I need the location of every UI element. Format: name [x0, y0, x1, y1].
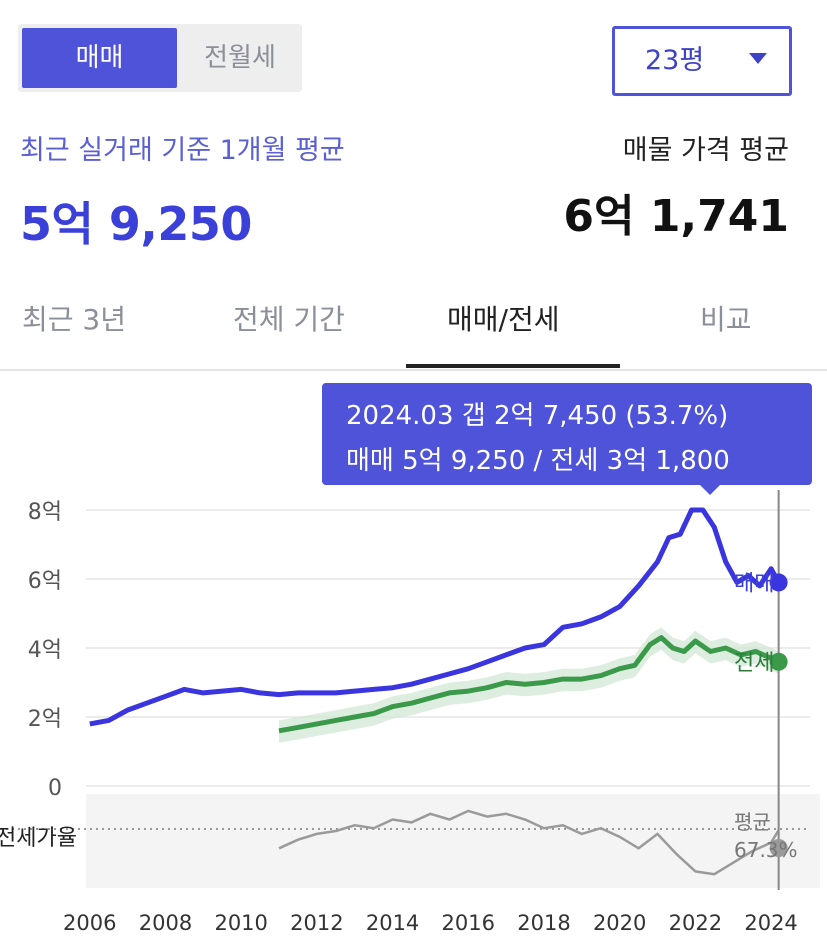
- tabs-divider: [0, 369, 827, 371]
- x-tick-label: 2012: [290, 911, 343, 935]
- ratio-end-marker: [769, 839, 788, 857]
- period-tabs: 최근 3년 전체 기간 매매/전세 비교: [0, 280, 827, 370]
- x-tick-label: 2018: [517, 911, 570, 935]
- sale-end-marker: [769, 573, 788, 592]
- trade-type-toggle: 매매 전월세: [18, 24, 302, 92]
- jeonse-series-line: [278, 635, 780, 734]
- x-tick-label: 2008: [139, 911, 192, 935]
- area-select-dropdown[interactable]: 23평: [612, 26, 792, 96]
- tab-all-period[interactable]: 전체 기간: [233, 303, 345, 336]
- tooltip-pointer: [700, 485, 720, 495]
- x-tick-label: 2014: [366, 911, 419, 935]
- area-select-value: 23평: [645, 45, 705, 76]
- listing-price-label: 매물 가격 평균: [622, 135, 789, 166]
- active-tab-underline: [406, 364, 620, 368]
- caret-down-icon: [749, 53, 767, 64]
- x-tick-label: 2024: [744, 911, 797, 935]
- tooltip-gap-line: 2024.03 갭 2억 7,450 (53.7%): [346, 401, 729, 431]
- ratio-axis-label: 전세가율: [0, 826, 77, 851]
- x-tick-label: 2006: [63, 911, 116, 935]
- chart-tooltip: 2024.03 갭 2억 7,450 (53.7%) 매매 5억 9,250 /…: [322, 383, 812, 495]
- sale-series-line: [89, 507, 781, 727]
- y-tick-label: 4억: [28, 638, 62, 663]
- recent-trade-value: 5억 9,250: [20, 197, 252, 251]
- listing-price-value: 6억 1,741: [563, 191, 789, 242]
- ratio-series-line: [278, 809, 780, 876]
- jeonse-rent-toggle-button[interactable]: 전월세: [204, 43, 276, 73]
- x-tick-label: 2010: [214, 911, 267, 935]
- x-tick-label: 2022: [669, 911, 722, 935]
- sale-end-label: 매매: [734, 571, 774, 596]
- ratio-end-name: 평균: [734, 810, 771, 834]
- x-tick-label: 2020: [593, 911, 646, 935]
- jeonse-end-marker: [769, 652, 788, 671]
- tab-recent-3y[interactable]: 최근 3년: [22, 303, 126, 336]
- price-chart[interactable]: 8억 6억 4억 2억 0 전세가율 2006 2008 2010 2012 2014 2016 201…: [0, 372, 827, 947]
- jeonse-end-label: 전세: [734, 651, 774, 676]
- x-tick-label: 2016: [442, 911, 495, 935]
- tab-sale-jeonse[interactable]: 매매/전세: [447, 303, 560, 336]
- y-tick-label: 0: [48, 776, 62, 801]
- ratio-end-value: 67.3%: [734, 838, 798, 862]
- y-tick-label: 6억: [28, 569, 62, 594]
- tab-compare[interactable]: 비교: [700, 303, 752, 336]
- tooltip-price-line: 매매 5억 9,250 / 전세 3억 1,800: [346, 446, 730, 476]
- recent-trade-label: 최근 실거래 기준 1개월 평균: [20, 135, 345, 166]
- sale-toggle-button[interactable]: 매매: [22, 28, 177, 88]
- y-tick-label: 8억: [28, 500, 62, 525]
- y-tick-label: 2억: [28, 707, 62, 732]
